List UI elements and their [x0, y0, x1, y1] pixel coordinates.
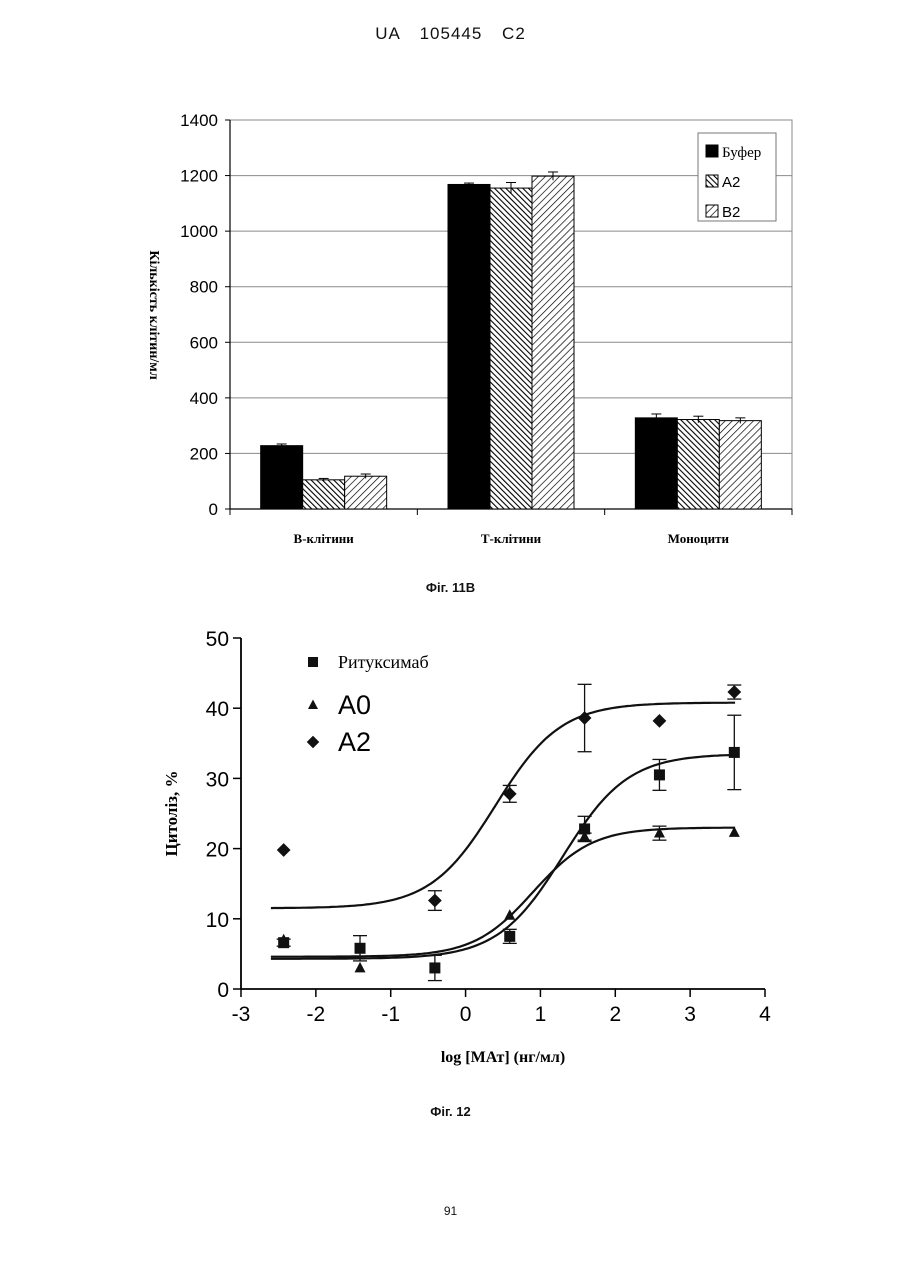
data-point-1-1: [355, 962, 366, 972]
data-point-0-1: [355, 943, 366, 954]
legend-label: А0: [338, 690, 371, 720]
y-tick-label: 20: [206, 839, 229, 862]
y-tick-label: 30: [206, 768, 229, 791]
y-tick-label: 50: [206, 628, 229, 651]
fit-curve-1: [271, 828, 735, 957]
legend-marker: [308, 657, 318, 667]
scatter-chart-cytolysis: 0 10 20 30 40 50 -3 -2 -1 0 1 2 3 4 log [МАт] (нг/мл) Ц…: [0, 0, 901, 1100]
y-tick-label: 10: [206, 909, 229, 932]
x-tick-label: 3: [684, 1003, 696, 1026]
x-tick-label: -1: [381, 1003, 400, 1026]
data-point-2-0: [277, 843, 291, 857]
data-point-2-5: [727, 685, 741, 699]
legend-marker: [308, 700, 318, 710]
x-tick-label: 0: [460, 1003, 472, 1026]
x-axis-label: log [МАт] (нг/мл): [441, 1049, 565, 1066]
data-point-1-2: [504, 909, 515, 919]
data-point-2-4: [653, 714, 667, 728]
figure-caption-12: Фіг. 12: [0, 1104, 901, 1119]
page-number: 91: [0, 1204, 901, 1218]
legend-label: А2: [338, 727, 371, 757]
y-tick-label: 0: [217, 979, 229, 1002]
x-tick-label: 1: [535, 1003, 547, 1026]
y-tick-label: 40: [206, 698, 229, 721]
x-tick-label: 4: [759, 1003, 771, 1026]
data-point-0-3: [504, 931, 515, 942]
legend-label: Ритуксимаб: [338, 652, 429, 672]
x-tick-label: -2: [307, 1003, 326, 1026]
data-point-0-5: [654, 769, 665, 780]
data-point-2-1: [428, 894, 442, 908]
data-point-0-6: [729, 747, 740, 758]
legend-marker: [307, 736, 320, 749]
y-axis-label: Цитоліз, %: [162, 770, 181, 856]
x-tick-label: 2: [609, 1003, 621, 1026]
x-tick-label: -3: [232, 1003, 251, 1026]
data-point-0-2: [429, 962, 440, 973]
